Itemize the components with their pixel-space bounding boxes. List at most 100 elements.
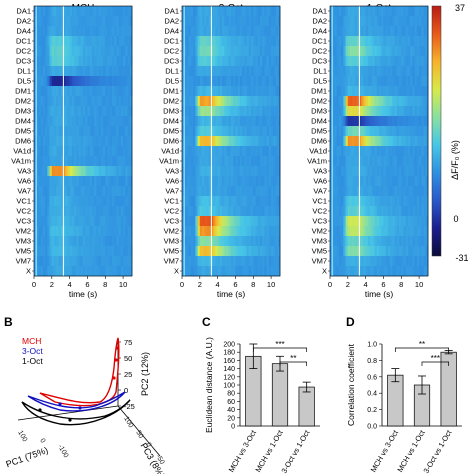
- heatmap-cell: [266, 66, 270, 77]
- heatmap-cell: [111, 176, 115, 187]
- heatmap-cell: [259, 116, 263, 127]
- heatmap-cell: [253, 206, 256, 217]
- heatmap-cell: [197, 246, 201, 257]
- heatmap-cell: [114, 96, 117, 107]
- heatmap-cell: [244, 116, 247, 127]
- heatmap-cell: [197, 236, 201, 247]
- heatmap-cell: [352, 246, 355, 257]
- heatmap-cell: [208, 186, 212, 197]
- glomerulus-label: VA3: [165, 167, 179, 176]
- heatmap-cell: [127, 66, 131, 77]
- heatmap-cell: [407, 256, 411, 267]
- heatmap-cell: [405, 36, 409, 47]
- heatmap-cell: [336, 176, 340, 187]
- heatmap-cell: [42, 26, 46, 37]
- heatmap-cell: [188, 206, 192, 217]
- heatmap-cell: [123, 96, 126, 107]
- heatmap-cell: [184, 196, 187, 207]
- heatmap-cell: [103, 186, 106, 197]
- heatmap-cell: [350, 116, 353, 127]
- heatmap-cell: [127, 146, 131, 157]
- heatmap-cell: [197, 86, 201, 97]
- heatmap-cell: [358, 26, 362, 37]
- heatmap-cell: [266, 166, 270, 177]
- heatmap-cell: [271, 236, 274, 247]
- heatmap-cell: [190, 166, 194, 177]
- heatmap-cell: [401, 236, 404, 247]
- heatmap-cell: [345, 46, 349, 57]
- heatmap-cell: [370, 196, 373, 207]
- heatmap-cell: [421, 216, 424, 227]
- heatmap-cell: [251, 26, 254, 37]
- heatmap-cell: [385, 206, 389, 217]
- heatmap-cell: [42, 96, 46, 107]
- heatmap-cell: [51, 226, 55, 237]
- heatmap-cell: [186, 46, 190, 57]
- heatmap-cell: [228, 86, 232, 97]
- heatmap-cell: [111, 146, 115, 157]
- heatmap-cell: [396, 56, 400, 67]
- heatmap-cell: [222, 76, 225, 87]
- heatmap-cell: [47, 216, 50, 227]
- x-axis-label: time (s): [69, 289, 98, 299]
- heatmap-cell: [394, 136, 398, 147]
- heatmap-cell: [268, 46, 272, 57]
- heatmap-cell: [374, 206, 378, 217]
- glomerulus-label: VA7: [17, 187, 31, 196]
- heatmap-cell: [356, 26, 360, 37]
- heatmap-cell: [374, 126, 378, 137]
- heatmap-cell: [226, 166, 230, 177]
- heatmap-cell: [374, 116, 378, 127]
- heatmap-cell: [67, 16, 71, 27]
- heatmap-cell: [399, 126, 402, 137]
- heatmap-cell: [69, 106, 73, 117]
- heatmap-cell: [100, 116, 104, 127]
- heatmap-cell: [202, 126, 205, 137]
- heatmap-cell: [78, 246, 82, 257]
- heatmap-cell: [208, 156, 212, 167]
- heatmap-cell: [385, 66, 389, 77]
- heatmap-cell: [390, 256, 393, 267]
- heatmap-cell: [96, 206, 99, 217]
- heatmap-cell: [367, 186, 371, 197]
- heatmap-cell: [350, 136, 353, 147]
- heatmap-cell: [69, 166, 73, 177]
- heatmap-cell: [65, 136, 68, 147]
- heatmap-cell: [213, 126, 216, 137]
- pc2-tick-label: 25: [124, 370, 132, 379]
- heatmap-cell: [255, 206, 259, 217]
- heatmap-cell: [226, 96, 230, 107]
- heatmap-cell: [98, 36, 102, 47]
- heatmap-cell: [127, 236, 131, 247]
- heatmap-cell: [182, 96, 185, 107]
- heatmap-cell: [332, 146, 335, 157]
- heatmap-cell: [365, 166, 369, 177]
- heatmap-cell: [197, 6, 201, 17]
- heatmap-cell: [376, 196, 380, 207]
- heatmap-cell: [412, 106, 416, 117]
- heatmap-cell: [40, 126, 44, 137]
- heatmap-cell: [71, 226, 75, 237]
- heatmap-cell: [347, 46, 351, 57]
- heatmap-cell: [392, 246, 395, 257]
- heatmap-cell: [345, 66, 349, 77]
- heatmap-cell: [361, 106, 364, 117]
- heatmap-cell: [123, 166, 126, 177]
- heatmap-cell: [51, 236, 55, 247]
- heatmap-cell: [87, 36, 91, 47]
- heatmap-cell: [217, 96, 221, 107]
- heatmap-cell: [392, 236, 395, 247]
- heatmap-cell: [188, 146, 192, 157]
- heatmap-cell: [390, 236, 393, 247]
- heatmap-cell: [268, 196, 272, 207]
- heatmap-cell: [379, 76, 382, 87]
- pca-trajectory-1-oct: [21, 399, 131, 426]
- heatmap-cell: [233, 196, 236, 207]
- heatmap-cell: [49, 66, 53, 77]
- heatmap-cell: [56, 96, 59, 107]
- heatmap-cell: [399, 156, 402, 167]
- heatmap-cell: [188, 266, 192, 277]
- heatmap-cell: [399, 176, 402, 187]
- heatmap-cell: [107, 246, 111, 257]
- heatmap-cell: [332, 56, 335, 67]
